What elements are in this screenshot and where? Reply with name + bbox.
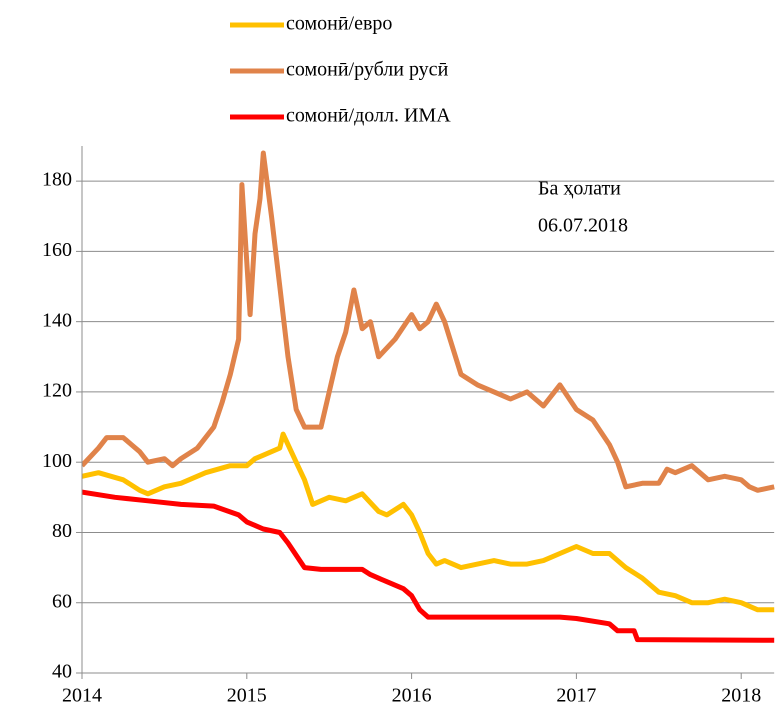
x-tick-label: 2014 (62, 685, 102, 707)
x-tick-label: 2016 (392, 685, 432, 707)
y-tick-label: 100 (42, 450, 72, 472)
y-tick-label: 180 (42, 169, 72, 191)
legend-label: сомонӣ/рубли русӣ (286, 59, 449, 81)
y-tick-label: 80 (52, 520, 72, 542)
y-tick-label: 40 (52, 661, 72, 683)
y-tick-label: 160 (42, 239, 72, 261)
y-tick-label: 120 (42, 380, 72, 402)
x-tick-label: 2015 (227, 685, 267, 707)
y-tick-label: 60 (52, 590, 72, 612)
legend-label: сомонӣ/долл. ИМА (286, 105, 451, 127)
series-line (82, 150, 775, 493)
series-line (82, 489, 775, 643)
annotation: 06.07.2018 (538, 215, 628, 237)
series-line (82, 431, 775, 613)
x-tick-label: 2017 (556, 685, 596, 707)
legend-label: сомонӣ/евро (286, 13, 392, 35)
x-tick-label: 2018 (721, 685, 761, 707)
y-tick-label: 140 (42, 309, 72, 331)
annotation: Ба ҳолати (538, 178, 621, 200)
